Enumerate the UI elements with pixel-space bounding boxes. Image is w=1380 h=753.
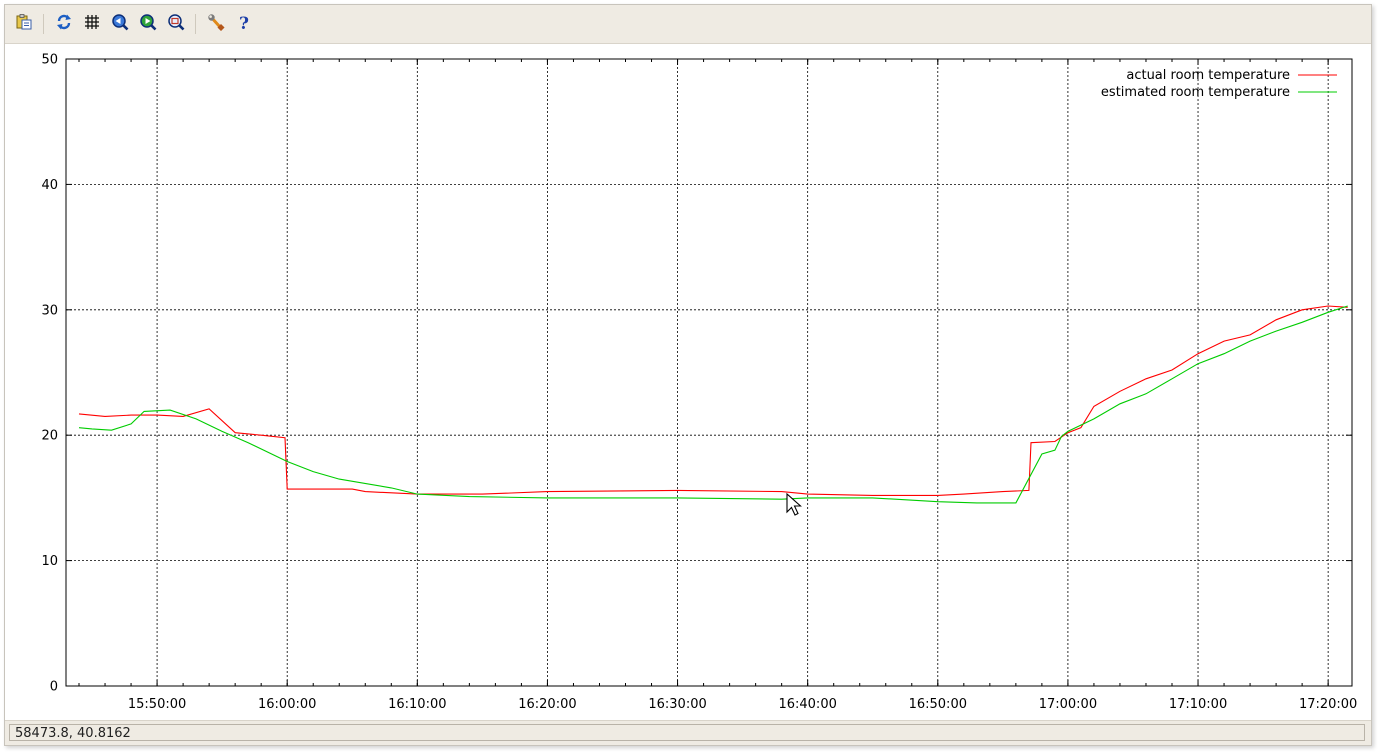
coordinate-readout: 58473.8, 40.8162 bbox=[9, 724, 1365, 741]
y-tick-label: 40 bbox=[41, 178, 58, 193]
toolbar-separator bbox=[43, 14, 44, 34]
unzoom-icon bbox=[167, 13, 185, 35]
y-tick-label: 50 bbox=[41, 53, 58, 68]
x-tick-label: 16:30:00 bbox=[648, 697, 706, 712]
y-tick-label: 0 bbox=[50, 680, 58, 695]
x-tick-label: 17:10:00 bbox=[1169, 697, 1227, 712]
replot-button[interactable] bbox=[53, 13, 75, 35]
help-icon: ? bbox=[235, 13, 253, 35]
grid-button[interactable] bbox=[81, 13, 103, 35]
zoom-next-icon bbox=[139, 13, 157, 35]
toolbar: ? bbox=[5, 5, 1371, 44]
help-button[interactable]: ? bbox=[233, 13, 255, 35]
estimated-temperature-line bbox=[78, 305, 1348, 504]
zoom-next-button[interactable] bbox=[137, 13, 159, 35]
x-tick-label: 16:50:00 bbox=[909, 697, 967, 712]
svg-text:?: ? bbox=[239, 14, 249, 31]
grid-icon bbox=[83, 13, 101, 35]
zoom-previous-icon bbox=[111, 13, 129, 35]
replot-icon bbox=[55, 13, 73, 35]
y-tick-label: 10 bbox=[41, 554, 58, 569]
series-lines bbox=[78, 305, 1348, 504]
axes: 0 10 20 30 40 50 15:50:00 16:00:00 16:10:00 16:20… bbox=[41, 53, 1357, 713]
legend-label: estimated room temperature bbox=[1101, 85, 1290, 100]
x-tick-label: 17:20:00 bbox=[1299, 697, 1357, 712]
plot-window: ? 0 10 20 30 40 50 15:50:00 16:00:00 16:10:00 16:… bbox=[4, 4, 1372, 746]
legend: actual room temperature estimated room te… bbox=[1101, 68, 1337, 100]
plot-border bbox=[65, 58, 1353, 687]
zoom-previous-button[interactable] bbox=[109, 13, 131, 35]
toolbar-separator bbox=[195, 14, 196, 34]
x-tick-label: 15:50:00 bbox=[128, 697, 186, 712]
x-tick-label: 16:10:00 bbox=[388, 697, 446, 712]
line-chart[interactable]: 0 10 20 30 40 50 15:50:00 16:00:00 16:10:00 16:20… bbox=[5, 44, 1371, 720]
x-tick-label: 16:20:00 bbox=[518, 697, 576, 712]
copy-clipboard-button[interactable] bbox=[13, 13, 35, 35]
settings-icon bbox=[207, 13, 225, 35]
copy-clipboard-icon bbox=[15, 13, 33, 35]
mouse-pointer-icon bbox=[786, 492, 802, 516]
grid-lines bbox=[66, 59, 1352, 686]
x-tick-label: 16:40:00 bbox=[778, 697, 836, 712]
settings-button[interactable] bbox=[205, 13, 227, 35]
unzoom-button[interactable] bbox=[165, 13, 187, 35]
y-tick-label: 20 bbox=[41, 429, 58, 444]
y-tick-label: 30 bbox=[41, 303, 58, 318]
x-tick-label: 16:00:00 bbox=[258, 697, 316, 712]
actual-temperature-line bbox=[78, 305, 1348, 496]
plot-area[interactable]: 0 10 20 30 40 50 15:50:00 16:00:00 16:10:00 16:20… bbox=[5, 44, 1371, 720]
status-bar: 58473.8, 40.8162 bbox=[5, 720, 1371, 745]
legend-label: actual room temperature bbox=[1126, 68, 1290, 83]
x-tick-label: 17:00:00 bbox=[1039, 697, 1097, 712]
